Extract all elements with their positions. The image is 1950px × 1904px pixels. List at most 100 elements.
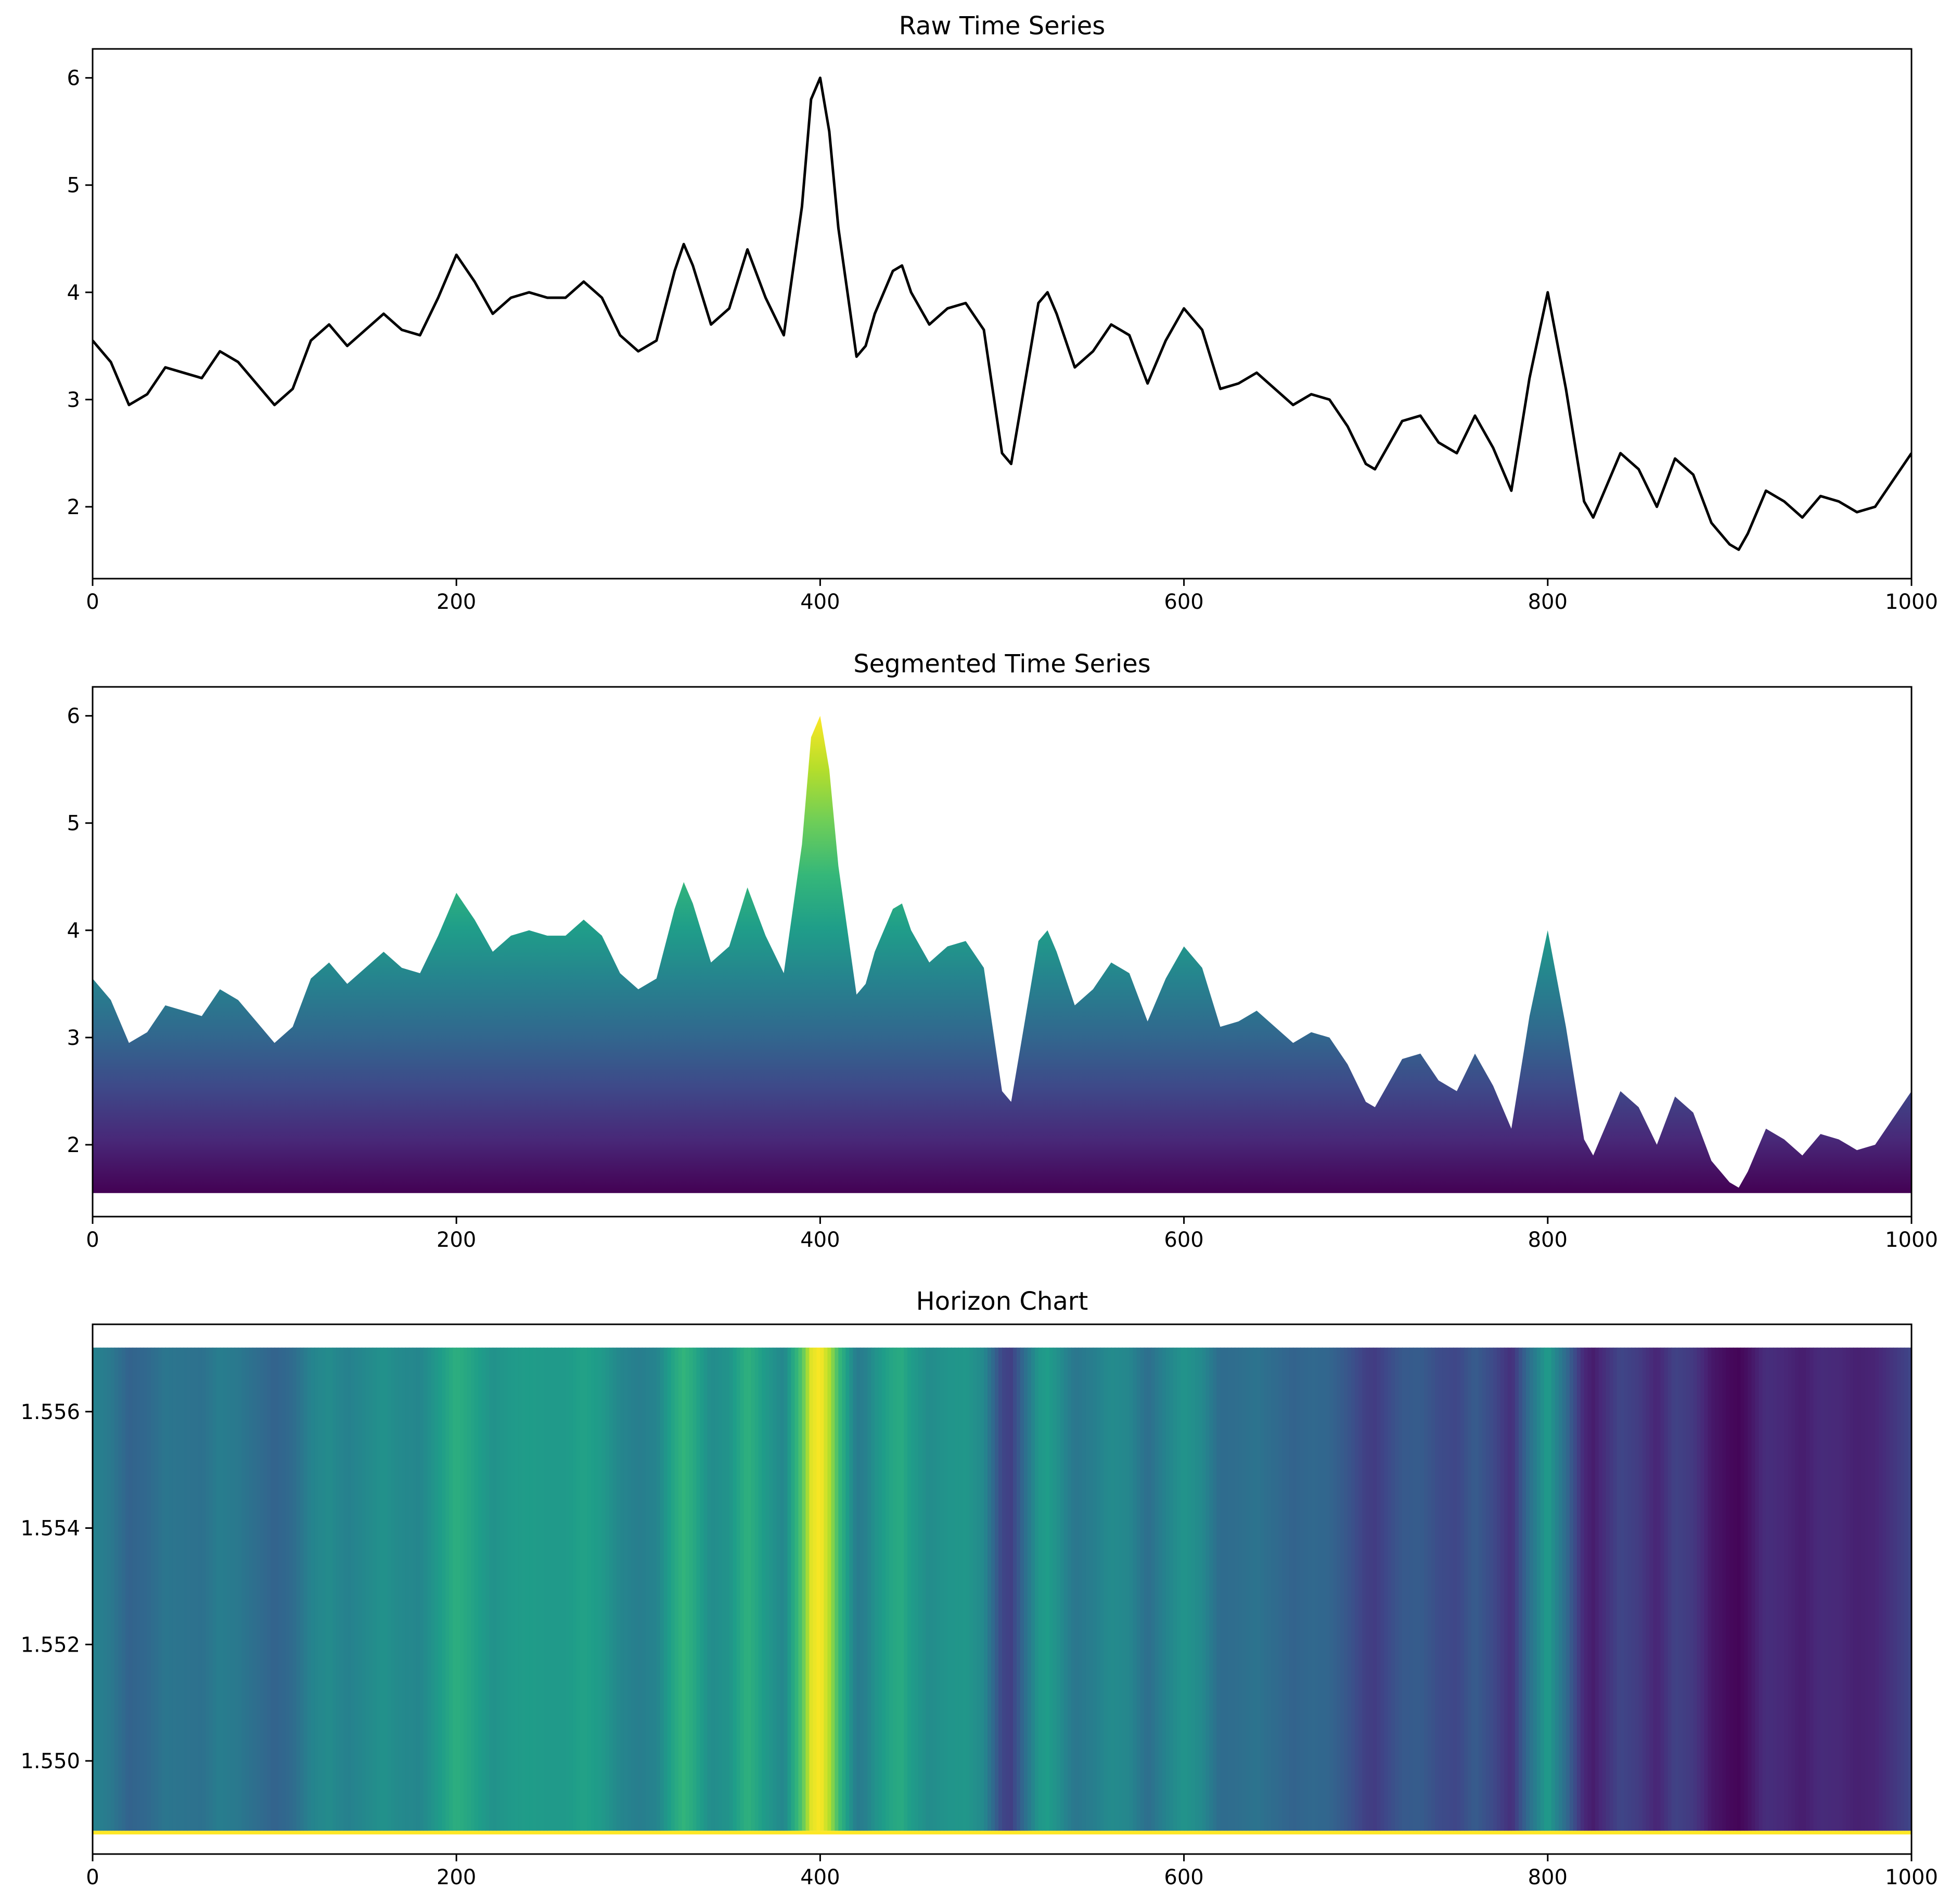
y-tick-label: 2 [67,1133,80,1157]
horizon-cell [1777,1347,1781,1831]
horizon-cell [187,1347,191,1831]
horizon-cell [1893,1347,1897,1831]
horizon-cell [252,1347,257,1831]
horizon-cell [110,1347,115,1831]
horizon-cell [1355,1347,1359,1831]
horizon-cell [1227,1347,1232,1831]
horizon-cell [358,1347,363,1831]
horizon-cell [656,1347,661,1831]
horizon-cell [1511,1347,1516,1831]
horizon-cell [820,1347,825,1831]
horizon-cell [464,1347,468,1831]
horizon-cell [1023,1347,1028,1831]
horizon-cell [1489,1347,1494,1831]
horizon-cell [1307,1347,1312,1831]
horizon-cell [212,1347,217,1831]
horizon-cell [1067,1347,1072,1831]
horizon-cell [1813,1347,1818,1831]
horizon-cell [969,1347,973,1831]
horizon-cell [554,1347,559,1831]
horizon-cell [1697,1347,1701,1831]
horizon-cell [420,1347,425,1831]
horizon-cell [1882,1347,1887,1831]
horizon-cell [533,1347,537,1831]
horizon-cell [816,1347,821,1831]
horizon-cell [1442,1347,1446,1831]
horizon-cell [1158,1347,1163,1831]
horizon-cell [1850,1347,1854,1831]
horizon-cell [209,1347,213,1831]
horizon-cell [1297,1347,1301,1831]
horizon-cell [413,1347,417,1831]
horizon-cell [1391,1347,1395,1831]
horizon-cell [645,1347,650,1831]
horizon-cell [99,1347,104,1831]
horizon-cell [1136,1347,1141,1831]
horizon-cell [1638,1347,1643,1831]
horizon-cell [835,1347,839,1831]
horizon-cell [1125,1347,1130,1831]
horizon-cell [515,1347,519,1831]
horizon-cell [391,1347,395,1831]
horizon-cell [1529,1347,1534,1831]
x-tick-label: 600 [1164,1228,1203,1252]
horizon-cell [1682,1347,1687,1831]
horizon-cell [634,1347,639,1831]
horizon-cell [900,1347,905,1831]
horizon-cell [161,1347,166,1831]
horizon-cell [1580,1347,1585,1831]
horizon-cell [1027,1347,1032,1831]
horizon-cell [1740,1347,1745,1831]
horizon-cell [158,1347,162,1831]
horizon-cell [1864,1347,1868,1831]
horizon-cell [387,1347,392,1831]
horizon-cell [271,1347,275,1831]
horizon-cell [362,1347,366,1831]
horizon-cell [1595,1347,1599,1831]
horizon-cell [725,1347,730,1831]
horizon-cell [565,1347,570,1831]
horizon-cell [398,1347,403,1831]
x-tick-label: 200 [437,1228,476,1252]
horizon-cell [274,1347,279,1831]
horizon-cell [311,1347,315,1831]
horizon-cell [354,1347,359,1831]
horizon-cell [794,1347,799,1831]
horizon-cell [118,1347,122,1831]
horizon-cell [1831,1347,1836,1831]
horizon-cell [1344,1347,1349,1831]
horizon-cell [93,1347,97,1831]
horizon-cell [318,1347,323,1831]
horizon-cell [1733,1347,1738,1831]
horizon-cell [1256,1347,1261,1831]
horizon-cell [1551,1347,1556,1831]
horizon-cell [281,1347,286,1831]
x-tick-label: 200 [437,1865,476,1889]
horizon-cell [576,1347,581,1831]
horizon-cell [682,1347,686,1831]
horizon-cell [875,1347,879,1831]
horizon-cell [671,1347,675,1831]
horizon-cell [765,1347,770,1831]
horizon-cell [995,1347,999,1831]
horizon-cell [1373,1347,1377,1831]
horizon-cell [1093,1347,1097,1831]
horizon-cell [1908,1347,1911,1831]
horizon-cell [300,1347,304,1831]
horizon-cell [787,1347,792,1831]
horizon-cell [663,1347,668,1831]
horizon-cell [285,1347,290,1831]
horizon-cell [689,1347,694,1831]
horizon-cell [434,1347,439,1831]
horizon-cell [1045,1347,1050,1831]
horizon-cell [722,1347,726,1831]
segmented-axes-frame [92,686,1913,1218]
horizon-cell [853,1347,857,1831]
raw-x-axis: 0 200 400 600 800 1000 [86,579,1938,614]
horizon-cell [1311,1347,1316,1831]
horizon-cell [638,1347,643,1831]
horizon-cell [1049,1347,1054,1831]
horizon-cell [642,1347,646,1831]
horizon-cell [394,1347,399,1831]
horizon-cell [1213,1347,1217,1831]
